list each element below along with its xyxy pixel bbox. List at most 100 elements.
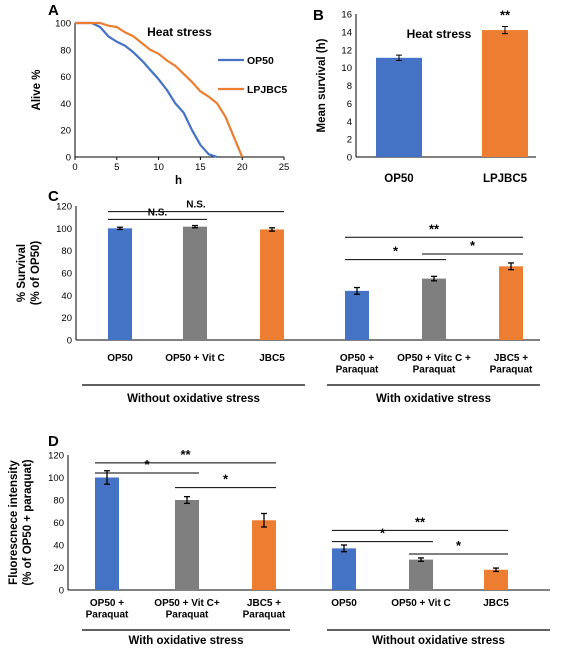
panel-c-y-tick-label: 20	[61, 313, 72, 324]
panel-c-category-label: OP50 + Vitc C +	[397, 353, 471, 364]
panel-d-y-label-sub: (% of OP50 + paraquat)	[22, 459, 34, 585]
panel-c-category-label: Paraquat	[336, 365, 379, 376]
panel-d-bar	[409, 559, 433, 590]
panel-a-title: Heat stress	[147, 25, 212, 39]
panel-c-category-label: OP50	[107, 353, 133, 364]
panel-c-significance-label: *	[393, 244, 399, 259]
panel-d-significance-label: **	[415, 514, 426, 529]
panel-c-y-tick-label: 60	[61, 269, 72, 280]
panel-d-y-tick-label: 100	[48, 473, 64, 484]
panel-c-significance-label: N.S.	[148, 207, 168, 218]
panel-d-category-label: OP50 + Vit C+	[154, 598, 220, 609]
panel-a-x-tick-label: 20	[237, 162, 248, 173]
panel-d-y-tick-label: 120	[48, 451, 64, 462]
panel-a-y-tick-label: 0	[66, 153, 71, 164]
panel-d-bar	[252, 520, 276, 590]
panel-letter-d: D	[48, 433, 59, 450]
panel-b-y-tick-label: 4	[347, 117, 352, 128]
panel-c-y-tick-label: 120	[56, 202, 72, 213]
panel-c-y-label: % Survival	[16, 244, 28, 302]
panel-d-y-tick-label: 80	[53, 496, 64, 507]
panel-c-significance-label: *	[470, 238, 476, 253]
panel-c-category-label: JBC5 +	[494, 353, 528, 364]
panel-d-bar	[95, 477, 119, 590]
panel-d-y-tick-label: 20	[53, 563, 64, 574]
panel-d-y-label: Fluorescnece intensity	[8, 460, 20, 585]
panel-c-bar	[260, 229, 284, 340]
panel-d-bar	[332, 548, 356, 590]
panel-d-category-label: OP50	[331, 598, 357, 609]
panel-c-y-tick-label: 40	[61, 291, 72, 302]
panel-a-x-tick-label: 5	[114, 162, 119, 173]
panel-c-significance-label: **	[429, 221, 440, 236]
panel-a-y-tick-label: 100	[55, 19, 71, 30]
panel-a-series-line-op50	[75, 21, 218, 159]
panel-b-bar-lpjbc5	[482, 30, 528, 157]
panel-d-category-label: Paraquat	[86, 610, 129, 621]
panel-d-group-label: Without oxidative stress	[372, 635, 505, 647]
panel-b-bar-op50	[376, 57, 422, 158]
panel-d-category-label: JBC5	[483, 598, 509, 609]
panel-b-y-tick-label: 12	[341, 45, 352, 56]
panel-d-category-label: OP50 +	[90, 598, 124, 609]
panel-d-category-label: Paraquat	[243, 610, 286, 621]
panel-b-title: Heat stress	[407, 27, 472, 41]
panel-c-category-label: OP50 +	[340, 353, 374, 364]
panel-b-significance-marker: **	[500, 8, 511, 23]
panel-d-significance-label: *	[144, 457, 150, 472]
panel-a-legend-label-op50: OP50	[247, 55, 274, 67]
panel-d-bar	[484, 569, 508, 590]
panel-a-y-tick-label: 80	[60, 45, 71, 56]
panel-c-bar	[345, 290, 369, 340]
panel-c-category-label: JBC5	[259, 353, 285, 364]
panel-a-series-line-lpjbc5	[75, 21, 244, 158]
panel-d-group-label: With oxidative stress	[129, 635, 244, 647]
panel-d-category-label: OP50 + Vit C	[391, 598, 451, 609]
panel-d-category-label: Paraquat	[166, 610, 209, 621]
panel-a-x-tick-label: 15	[195, 162, 206, 173]
panel-b-y-tick-label: 14	[341, 27, 352, 38]
panel-a-y-tick-label: 40	[60, 99, 71, 110]
panel-c-bar	[422, 278, 446, 340]
panel-a-x-tick-label: 25	[279, 162, 290, 173]
panel-a-y-tick-label: 60	[60, 72, 71, 83]
panel-c-bar	[499, 266, 523, 340]
panel-c-bar	[108, 228, 132, 340]
panel-b-y-tick-label: 2	[347, 135, 352, 146]
panel-a-legend-label-lpjbc5: LPJBC5	[247, 84, 287, 96]
panel-c-category-label: Paraquat	[490, 365, 533, 376]
panel-c-y-tick-label: 80	[61, 246, 72, 257]
panel-b-y-tick-label: 0	[347, 153, 352, 164]
panel-b-y-tick-label: 16	[341, 10, 352, 21]
panel-d-category-label: JBC5 +	[247, 598, 281, 609]
panel-a-y-tick-label: 20	[60, 126, 71, 137]
panel-d-y-tick-label: 40	[53, 541, 64, 552]
panel-b-y-label: Mean survival (h)	[316, 38, 328, 132]
panel-c-y-label-sub: (% of OP50)	[30, 241, 42, 306]
panel-b-category-label: LPJBC5	[483, 173, 528, 185]
panel-a-x-tick-label: 10	[153, 162, 164, 173]
panel-c-y-tick-label: 0	[67, 336, 72, 347]
panel-c-bar	[183, 226, 207, 340]
panel-d-y-tick-label: 0	[59, 586, 64, 597]
panel-letter-c: C	[48, 188, 59, 205]
panel-d-bar	[175, 500, 199, 590]
panel-c-category-label: Paraquat	[413, 365, 456, 376]
panel-c-y-tick-label: 100	[56, 224, 72, 235]
panel-c-group-label: Without oxidative stress	[127, 393, 260, 405]
panel-letter-a: A	[48, 2, 59, 19]
panel-d-y-tick-label: 60	[53, 518, 64, 529]
panel-b-category-label: OP50	[384, 173, 413, 185]
panel-b-y-tick-label: 10	[341, 63, 352, 74]
panel-c-category-label: OP50 + Vit C	[165, 353, 225, 364]
panel-c-significance-label: N.S.	[186, 200, 206, 211]
panel-a-y-label: Alive %	[31, 70, 43, 111]
panel-letter-b: B	[313, 7, 324, 24]
panel-d-significance-label: *	[380, 526, 386, 541]
panel-d-significance-label: *	[456, 538, 462, 553]
panel-a-x-label: h	[175, 175, 182, 187]
panel-a-x-tick-label: 0	[72, 162, 77, 173]
panel-c-group-label: With oxidative stress	[376, 393, 491, 405]
panel-d-significance-label: *	[223, 472, 229, 487]
